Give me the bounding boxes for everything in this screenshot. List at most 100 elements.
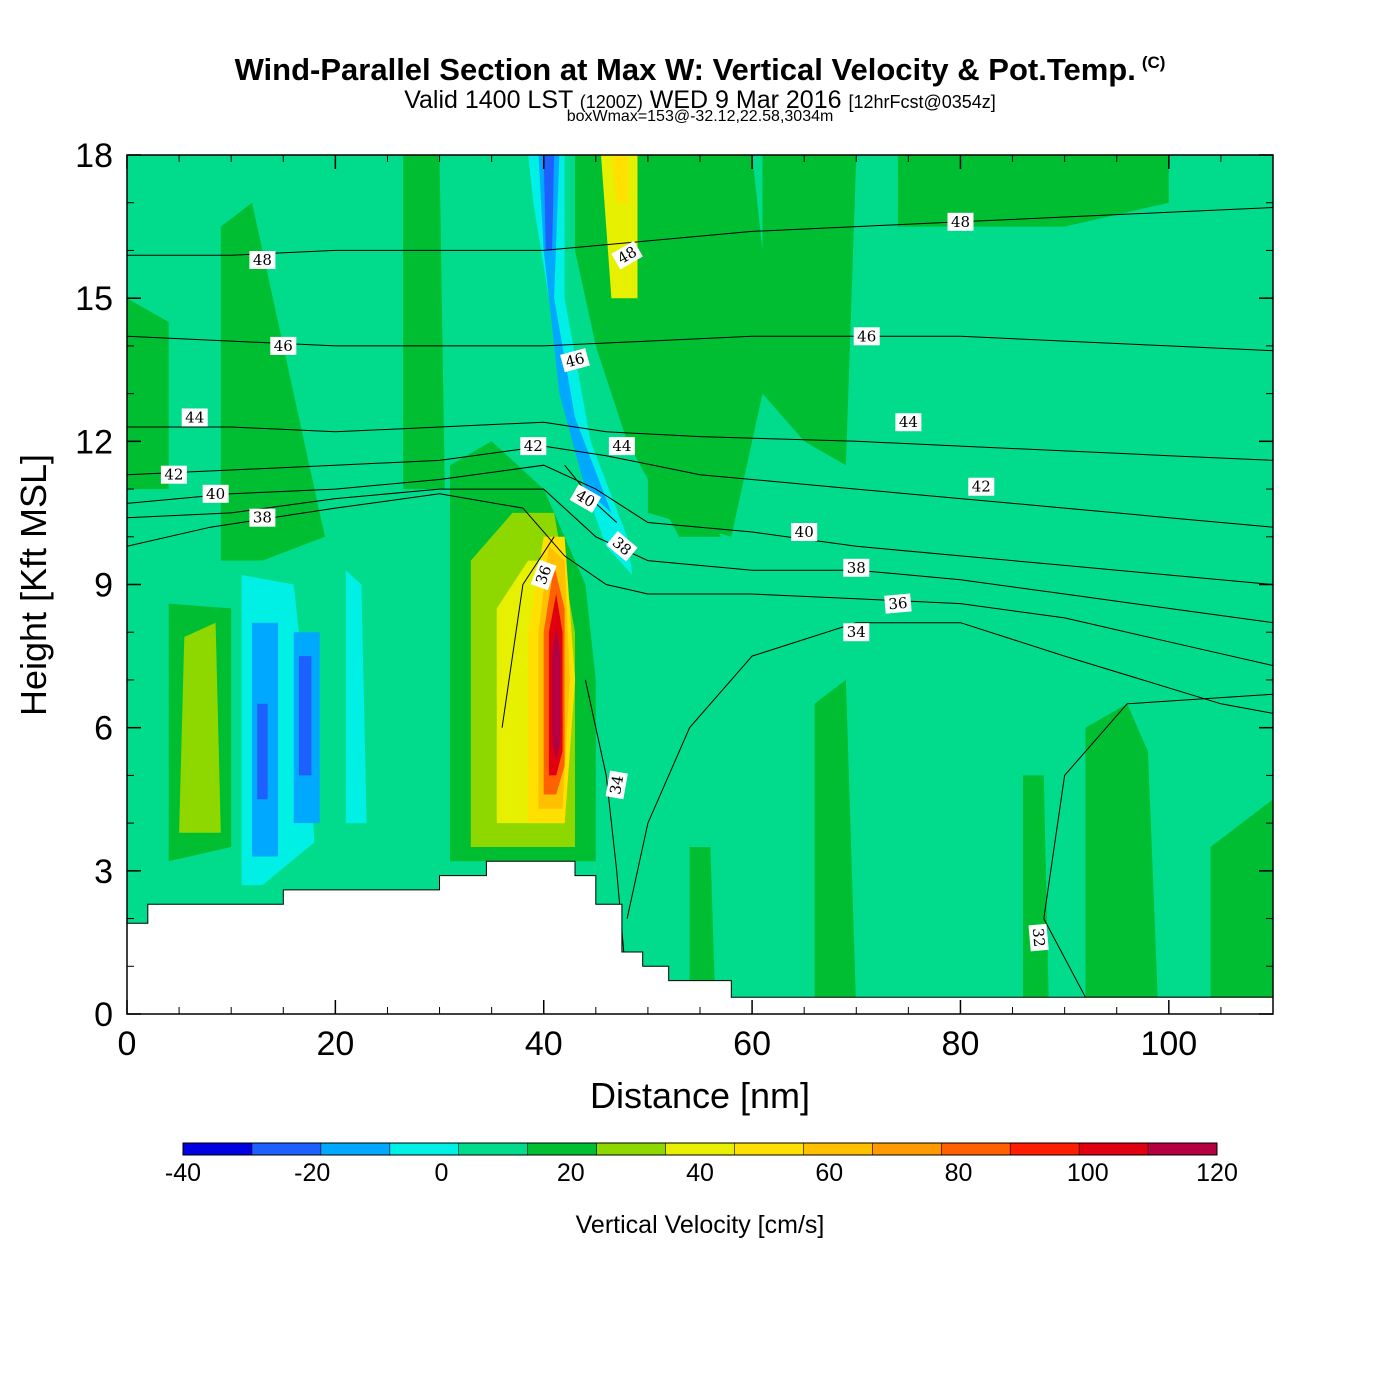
contour-label-extra-4-text: 40 xyxy=(206,485,225,503)
contour-label-extra-1-box xyxy=(270,336,297,355)
colorbar-tick--20: -20 xyxy=(294,1159,330,1187)
contour-label-9-box xyxy=(895,413,922,432)
velocity-region-20 xyxy=(298,656,312,776)
y-tick-label-18: 18 xyxy=(75,137,113,175)
contour-label-extra-5: 38 xyxy=(249,508,276,527)
contour-label-10-box xyxy=(853,327,880,346)
contour-label-extra-7-box xyxy=(560,348,590,373)
velocity-region-26 xyxy=(762,155,857,466)
colorbar-tick-80: 80 xyxy=(945,1159,973,1187)
contour-label-3-box xyxy=(884,593,912,614)
theta-contour-42-8 xyxy=(127,445,1273,528)
colorbar-label: Vertical Velocity [cm/s] xyxy=(576,1211,825,1239)
contour-label-8-text: 42 xyxy=(972,478,991,496)
colorbar-swatch-10 xyxy=(872,1143,942,1155)
contour-label-0-box xyxy=(1028,923,1049,952)
contour-label-1: 34 xyxy=(843,623,870,642)
velocity-region-21 xyxy=(345,570,367,824)
contour-label-extra-2: 44 xyxy=(181,408,208,427)
contour-label-extra-8: 44 xyxy=(608,437,635,456)
colorbar-swatch-11 xyxy=(941,1143,1011,1155)
colorbar-swatch-7 xyxy=(665,1143,735,1155)
velocity-region-32 xyxy=(689,847,716,1014)
x-tick-label-100: 100 xyxy=(1140,1025,1197,1063)
x-tick-label-40: 40 xyxy=(525,1025,563,1063)
colorbar-swatch-1 xyxy=(251,1143,322,1155)
colorbar-swatch-0 xyxy=(183,1143,253,1155)
contour-label-extra-8-box xyxy=(608,437,635,456)
contour-label-6-box xyxy=(791,523,818,541)
y-tick-label-9: 9 xyxy=(94,567,113,605)
contour-label-11-text: 48 xyxy=(951,213,970,231)
colorbar-tick-20: 20 xyxy=(557,1159,585,1187)
contour-label-extra-10-box xyxy=(611,240,643,270)
contour-label-0-text: 32 xyxy=(1029,927,1049,948)
velocity-regions xyxy=(127,155,1273,1014)
y-tick-label-12: 12 xyxy=(75,423,113,461)
x-axis-label: Distance [nm] xyxy=(590,1075,810,1116)
title-main: Wind-Parallel Section at Max W: Vertical… xyxy=(234,52,1136,87)
theta-contour-46-10 xyxy=(127,335,1273,352)
velocity-region-31 xyxy=(1210,799,1273,1014)
y-tick-label-3: 3 xyxy=(94,853,113,891)
contour-label-5-box xyxy=(843,558,870,577)
contour-label-1-box xyxy=(843,623,870,642)
velocity-region-22 xyxy=(220,202,325,561)
contour-label-2: 34 xyxy=(605,770,628,800)
colorbar-swatch-14 xyxy=(1148,1143,1218,1155)
chart-subtitle: Valid 1400 LST (1200Z) WED 9 Mar 2016 [1… xyxy=(0,86,1400,115)
velocity-region-13 xyxy=(552,627,561,762)
colorbar-tick-120: 120 xyxy=(1196,1159,1238,1187)
x-tick-label-0: 0 xyxy=(118,1025,137,1063)
contour-label-extra-7-text: 46 xyxy=(563,349,586,371)
colorbar-swatch-4 xyxy=(458,1143,529,1155)
contour-label-4: 36 xyxy=(530,559,557,591)
colorbar-swatch-3 xyxy=(389,1143,460,1155)
contour-label-extra-5-text: 38 xyxy=(253,509,272,527)
theta-contour-44-9 xyxy=(127,421,1273,461)
velocity-region-29 xyxy=(1023,775,1049,1014)
y-tick-label-6: 6 xyxy=(94,710,113,748)
contour-label-extra-7: 46 xyxy=(560,348,590,373)
valid-time: Valid 1400 LST xyxy=(404,86,573,114)
colorbar-swatch-2 xyxy=(320,1143,391,1155)
colorbar-frame xyxy=(182,1142,1218,1156)
contour-label-extra-3: 42 xyxy=(160,465,187,484)
velocity-region-18 xyxy=(257,703,268,800)
contour-label-8-box xyxy=(968,477,995,496)
contour-label-extra-6-text: 42 xyxy=(524,437,543,455)
y-axis-label: Height [Kft MSL] xyxy=(13,454,54,716)
colorbar-tick-60: 60 xyxy=(815,1159,843,1187)
valid-date: WED 9 Mar 2016 xyxy=(649,86,842,114)
contour-label-extra-3-text: 42 xyxy=(164,466,183,484)
chart-title: Wind-Parallel Section at Max W: Vertical… xyxy=(0,52,1400,88)
valid-zulu: (1200Z) xyxy=(579,92,643,112)
velocity-region-25 xyxy=(647,155,773,537)
contour-label-9: 44 xyxy=(895,413,922,432)
contour-label-extra-4-box xyxy=(202,484,229,503)
colorbar-tick-0: 0 xyxy=(435,1159,449,1187)
contour-label-0: 32 xyxy=(1028,923,1049,952)
contour-label-extra-6-box xyxy=(520,437,547,456)
contour-label-11: 48 xyxy=(947,212,974,231)
contour-label-5: 38 xyxy=(843,558,870,577)
velocity-region-5 xyxy=(543,155,555,251)
colorbar-tick-40: 40 xyxy=(686,1159,714,1187)
contour-label-extra-1-text: 46 xyxy=(274,337,293,355)
contour-label-2-box xyxy=(605,770,628,800)
contour-label-extra-9-box xyxy=(606,531,638,562)
theta-contour-48-11 xyxy=(127,207,1273,256)
contour-label-extra-1: 46 xyxy=(270,336,297,355)
terrain xyxy=(127,860,1273,1014)
theta-contour-36-4 xyxy=(501,536,555,728)
theta-contour-36-3 xyxy=(127,493,1273,667)
theta-contour-38-5 xyxy=(127,488,1273,624)
contour-label-8: 42 xyxy=(968,477,995,496)
contour-label-11-box xyxy=(947,212,974,231)
contour-label-6: 40 xyxy=(791,523,818,541)
colorbar-tick-100: 100 xyxy=(1067,1159,1109,1187)
contour-label-1-text: 34 xyxy=(847,623,866,641)
contour-label-2-text: 34 xyxy=(606,774,627,796)
